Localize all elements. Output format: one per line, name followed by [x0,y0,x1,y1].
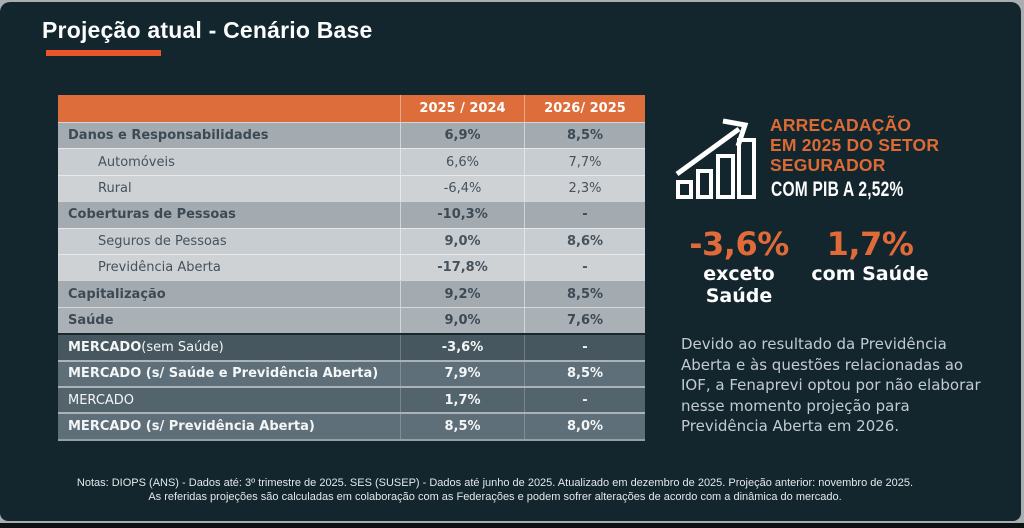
value-2025-2024: -17,8% [400,254,524,281]
arrecadacao-heading-line-3: SEGURADOR [770,155,886,175]
value-2025-2024: 9,0% [400,228,524,254]
table-row: Automóveis 6,6% 7,7% [58,148,645,175]
projection-table: 2025 / 2024 2026/ 2025 Danos e Responsab… [58,95,645,441]
value-2025-2024: 7,9% [400,361,524,386]
row-label: MERCADO (s/ Previdência Aberta) [68,418,315,434]
title-underline [46,50,161,56]
stat-label: exceto Saúde [703,263,775,307]
stat-com-saude: 1,7% com Saúde [800,226,940,285]
table-header-col-2025-2024: 2025 / 2024 [400,95,524,122]
stat-exceto-saude: -3,6% exceto Saúde [670,226,808,307]
growth-arrow-bar-chart-icon [672,113,766,205]
value-2026-2025: - [524,202,645,228]
row-label: MERCADO [68,392,135,408]
value-2026-2025: 7,7% [524,149,645,175]
row-label: Seguros de Pessoas [98,233,227,249]
arrecadacao-heading-line-2: EM 2025 DO SETOR [770,135,940,155]
value-2026-2025: 2,3% [524,175,645,202]
value-2025-2024: 1,7% [400,387,524,413]
value-2025-2024: -3,6% [400,335,524,360]
table-row: Danos e Responsabilidades 6,9% 8,5% [58,122,645,149]
footnote-line-1: Notas: DIOPS (ANS) - Dados até: 3º trime… [76,477,914,489]
arrecadacao-heading-line-1: ARRECADAÇÃO [770,115,912,135]
value-2025-2024: 6,6% [400,149,524,175]
page-title: Projeção atual - Cenário Base [42,17,373,43]
footnotes: Notas: DIOPS (ANS) - Dados até: 3º trime… [0,477,990,504]
value-2025-2024: 6,9% [400,123,524,149]
table-row: Capitalização 9,2% 8,5% [58,280,645,307]
table-header-row: 2025 / 2024 2026/ 2025 [58,95,645,122]
row-label: MERCADO (s/ Saúde e Previdência Aberta) [68,366,379,382]
table-body: Danos e Responsabilidades 6,9% 8,5% Automóv… [58,122,645,441]
value-2025-2024: 9,0% [400,307,524,334]
footnote-line-2: As referidas projeções são calculadas em… [148,490,842,503]
value-2026-2025: 8,5% [524,281,645,307]
row-label: Capitalização [68,286,166,302]
table-row: MERCADO 1,7% - [58,385,645,413]
value-2026-2025: - [524,335,645,360]
value-2026-2025: 7,6% [524,307,645,334]
row-label: MERCADO (sem Saúde) [68,339,224,355]
pib-subheading: COM PIB A 2,52% [771,178,904,201]
stat-label: com Saúde [811,263,929,285]
value-2025-2024: 8,5% [400,414,524,439]
stat-value: 1,7% [826,225,914,263]
table-row: MERCADO (sem Saúde) -3,6% - [58,333,645,360]
arrecadacao-heading: ARRECADAÇÃO EM 2025 DO SETOR SEGURADOR [770,115,939,175]
row-label: Coberturas de Pessoas [68,207,236,223]
table-row: Saúde 9,0% 7,6% [58,306,645,334]
row-label: Automóveis [98,154,175,170]
value-2026-2025: - [524,387,645,413]
row-label: Previdência Aberta [98,260,221,276]
value-2026-2025: 8,5% [524,361,645,386]
table-header-label-cell [58,95,400,122]
table-row: MERCADO (s/ Saúde e Previdência Aberta) 7… [58,359,645,386]
row-label: Danos e Responsabilidades [68,128,269,144]
stat-value: -3,6% [689,225,789,263]
commentary-paragraph: Devido ao resultado da Previdência Abert… [681,335,981,436]
value-2026-2025: 8,5% [524,123,645,149]
table-row: Previdência Aberta -17,8% - [58,253,645,281]
row-label: Saúde [68,312,114,328]
table-row: MERCADO (s/ Previdência Aberta) 8,5% 8,0% [58,412,645,439]
window-bottom-chrome [0,523,1024,528]
value-2026-2025: 8,0% [524,414,645,439]
value-2026-2025: 8,6% [524,228,645,254]
row-label: Rural [98,180,132,196]
table-header-col-2026-2025: 2026/ 2025 [524,95,645,122]
table-row: Rural -6,4% 2,3% [58,174,645,202]
value-2026-2025: - [524,254,645,281]
value-2025-2024: -10,3% [400,202,524,228]
value-2025-2024: 9,2% [400,281,524,307]
table-row: Seguros de Pessoas 9,0% 8,6% [58,227,645,254]
value-2025-2024: -6,4% [400,175,524,202]
table-row: Coberturas de Pessoas -10,3% - [58,201,645,228]
